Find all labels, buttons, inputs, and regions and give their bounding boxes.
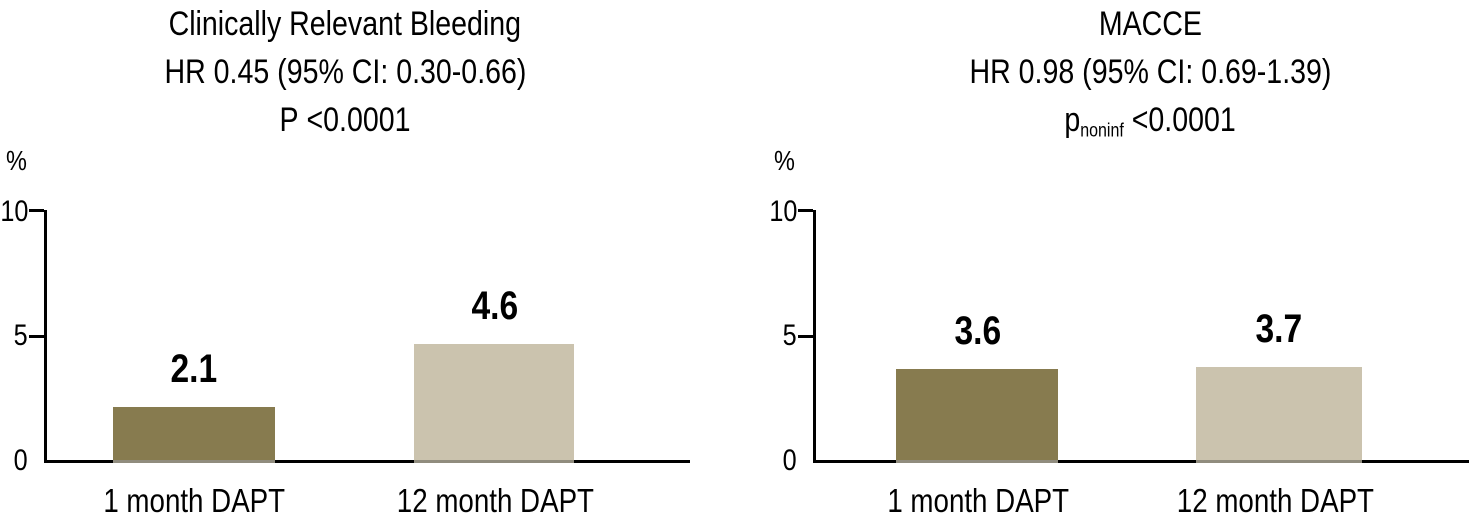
bar-12-month-dapt <box>1196 366 1362 463</box>
hazard-ratio-line: HR 0.98 (95% CI: 0.69-1.39) <box>969 53 1331 91</box>
chart-clinically-relevant-bleeding: Clinically Relevant Bleeding HR 0.45 (95… <box>0 0 690 519</box>
y-tick-mark-10 <box>29 209 44 212</box>
x-axis-line <box>44 460 690 463</box>
y-axis-unit-label: % <box>6 145 27 176</box>
p-rest: <0.0001 <box>298 101 411 139</box>
chart-title: MACCE <box>1098 5 1202 43</box>
y-axis-line <box>44 210 47 463</box>
bar-1-month-dapt <box>896 369 1058 463</box>
chart-title: Clinically Relevant Bleeding <box>168 5 522 43</box>
y-tick-mark-5 <box>29 335 44 338</box>
y-tick-label-5: 5 <box>782 319 797 352</box>
p-subscript: noninf <box>1080 120 1124 142</box>
y-tick-label-5: 5 <box>13 319 28 352</box>
bar-value-label: 3.7 <box>1255 306 1303 351</box>
x-category-label-1-month: 1 month DAPT <box>887 482 1069 519</box>
y-axis-unit-label: % <box>774 145 795 176</box>
y-axis-line <box>813 210 816 463</box>
y-tick-mark-5 <box>798 335 813 338</box>
bar-value-label: 2.1 <box>170 347 218 392</box>
bar-12-month-dapt <box>414 344 574 463</box>
y-tick-label-10: 10 <box>768 195 797 228</box>
p-value-line: P <0.0001 <box>0 96 690 155</box>
x-category-label-12-month: 12 month DAPT <box>1176 482 1374 519</box>
chart-title-block: Clinically Relevant Bleeding HR 0.45 (95… <box>0 0 690 155</box>
hazard-ratio-line: HR 0.45 (95% CI: 0.30-0.66) <box>164 53 526 91</box>
bar-1-month-dapt <box>113 407 275 463</box>
p-prefix: p <box>1064 101 1081 139</box>
chart-macce: MACCE HR 0.98 (95% CI: 0.69-1.39) pnonin… <box>735 0 1470 530</box>
p-rest: <0.0001 <box>1123 101 1236 139</box>
x-category-label-12-month: 12 month DAPT <box>396 482 594 519</box>
chart-title-block: MACCE HR 0.98 (95% CI: 0.69-1.39) pnonin… <box>805 0 1470 155</box>
y-tick-label-0: 0 <box>782 444 797 477</box>
y-tick-mark-10 <box>798 209 813 212</box>
x-category-label-1-month: 1 month DAPT <box>103 482 285 519</box>
bar-value-label: 4.6 <box>471 284 519 329</box>
p-prefix: P <box>279 101 299 139</box>
y-tick-label-10: 10 <box>0 195 28 228</box>
p-value-line: pnoninf <0.0001 <box>805 96 1470 155</box>
bar-value-label: 3.6 <box>954 309 1002 354</box>
x-axis-line <box>813 460 1469 463</box>
y-tick-label-0: 0 <box>13 444 28 477</box>
